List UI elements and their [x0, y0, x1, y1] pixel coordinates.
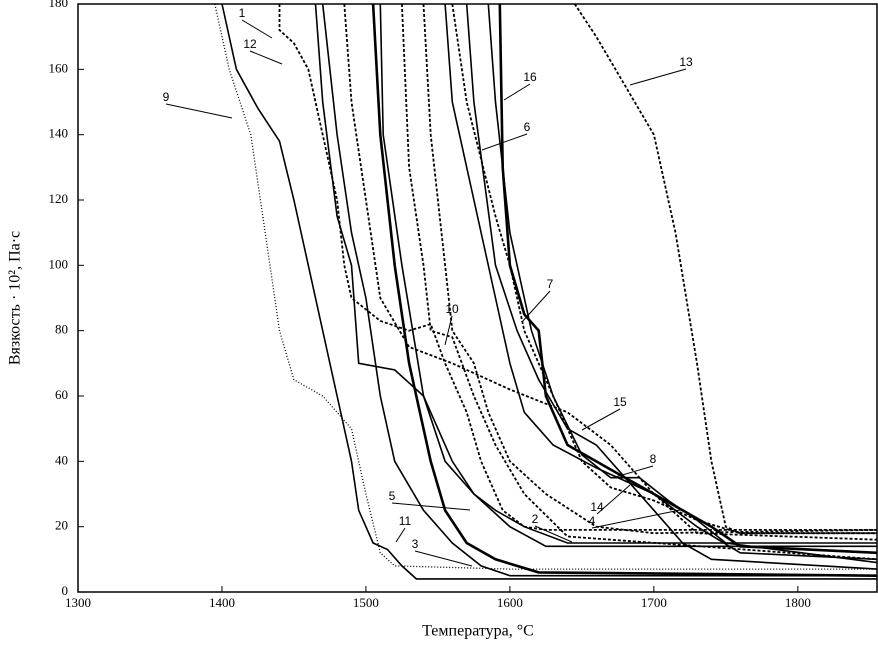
series-line: [465, 3, 878, 570]
y-tick-label: 180: [49, 0, 69, 10]
series-label: 4: [589, 514, 596, 528]
x-tick-label: 1600: [497, 595, 523, 610]
series-line: [444, 3, 878, 561]
series-line: [379, 3, 877, 548]
series-line: [498, 3, 878, 555]
label-leader: [596, 484, 631, 515]
series-label: 11: [399, 514, 412, 528]
series-label: 14: [590, 500, 604, 514]
label-leader: [241, 19, 273, 39]
series-line: [214, 3, 877, 570]
label-leader: [249, 50, 283, 65]
label-leader: [165, 103, 233, 119]
series-label: 10: [445, 302, 459, 316]
x-tick-label: 1300: [65, 595, 91, 610]
series-line: [401, 3, 878, 561]
y-tick-label: 140: [49, 126, 69, 141]
label-leader: [591, 509, 681, 529]
label-leader: [534, 525, 573, 543]
series-line: [451, 3, 877, 535]
label-leader: [444, 315, 453, 346]
series-line: [371, 3, 878, 577]
series-line: [343, 3, 878, 541]
y-tick-label: 0: [62, 583, 69, 598]
y-tick-label: 60: [55, 387, 68, 402]
series-line: [321, 3, 877, 577]
label-leader: [481, 133, 528, 151]
series-label: 8: [650, 452, 657, 466]
x-tick-label: 1400: [209, 595, 235, 610]
series-label: 3: [412, 537, 419, 551]
y-tick-label: 40: [55, 452, 68, 467]
label-leader: [503, 83, 531, 101]
label-leader: [391, 502, 471, 511]
y-tick-label: 80: [55, 322, 68, 337]
y-tick-label: 120: [49, 191, 69, 206]
series-line: [221, 3, 877, 580]
x-tick-label: 1800: [785, 595, 811, 610]
series-label: 13: [679, 55, 693, 69]
y-tick-label: 160: [49, 60, 69, 75]
series-label: 15: [613, 395, 627, 409]
label-leader: [395, 527, 406, 543]
x-tick-label: 1700: [641, 595, 667, 610]
series-label: 2: [532, 512, 539, 526]
series-label: 12: [243, 37, 257, 51]
series-line: [278, 4, 877, 531]
x-axis-label: Температура, °C: [422, 623, 534, 640]
series-line: [487, 3, 878, 564]
label-leader: [581, 408, 621, 431]
series-label: 16: [523, 70, 537, 84]
label-leader: [629, 68, 687, 86]
series-label: 7: [547, 277, 554, 291]
series-line: [573, 3, 877, 535]
y-axis-label: Вязкость · 10², Па·с: [7, 231, 24, 365]
label-leader: [414, 550, 473, 567]
series-label: 9: [163, 90, 170, 104]
series-label: 1: [239, 6, 246, 20]
series-label: 6: [524, 120, 531, 134]
y-tick-label: 20: [55, 518, 68, 533]
plot-frame: [77, 3, 878, 593]
y-tick-label: 100: [49, 256, 69, 271]
x-tick-label: 1500: [353, 595, 379, 610]
series-label: 5: [389, 489, 396, 503]
label-leader: [611, 465, 654, 479]
